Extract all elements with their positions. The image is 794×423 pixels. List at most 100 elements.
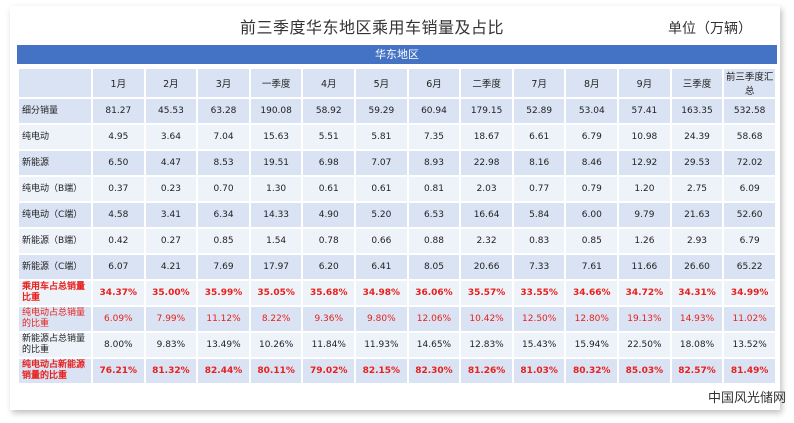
table-cell: 34.72%: [619, 281, 670, 305]
table-cell: 9.83%: [145, 333, 197, 357]
table-cell: 8.22%: [250, 307, 302, 331]
table-cell: 82.15%: [356, 359, 407, 383]
row-label: 乘用车占总销量比重: [19, 281, 91, 305]
table-cell: 81.03%: [513, 359, 565, 383]
table-cell: 29.53: [671, 151, 723, 175]
table-cell: 11.12%: [198, 307, 249, 331]
column-header: 6月: [408, 69, 460, 97]
table-cell: 8.05: [408, 255, 460, 279]
table-cell: 0.37: [93, 177, 144, 201]
table-cell: 85.03%: [619, 359, 670, 383]
table-cell: 81.26%: [461, 359, 512, 383]
table-cell: 6.09%: [93, 307, 144, 331]
column-header: 5月: [356, 69, 407, 97]
table-row: 纯电动 4.95 3.64 7.04 15.63 5.51 5.81 7.35 18.67 6.6…: [19, 125, 775, 149]
table-cell: 10.42%: [461, 307, 512, 331]
table-cell: 190.08: [250, 99, 302, 123]
table-cell: 82.57%: [671, 359, 723, 383]
table-cell: 13.52%: [724, 333, 775, 357]
column-header: 7月: [513, 69, 565, 97]
column-header: 9月: [619, 69, 670, 97]
table-cell: 179.15: [461, 99, 512, 123]
table-cell: 2.75: [671, 177, 723, 201]
table-cell: 0.85: [566, 229, 618, 253]
table-cell: 12.50%: [513, 307, 565, 331]
watermark: 中国风光储网: [708, 391, 787, 406]
table-cell: 9.80%: [356, 307, 407, 331]
table-cell: 10.98: [619, 125, 670, 149]
table-cell: 2.03: [461, 177, 512, 201]
row-label: 细分销量: [19, 99, 91, 123]
table-cell: 7.61: [566, 255, 618, 279]
column-header: 一季度: [250, 69, 302, 97]
table-cell: 0.70: [198, 177, 249, 201]
table-cell: 63.28: [198, 99, 249, 123]
row-label: 新能源（B端）: [19, 229, 91, 253]
table-cell: 1.26: [619, 229, 670, 253]
column-header: 3月: [198, 69, 249, 97]
table-cell: 14.65%: [408, 333, 460, 357]
table-cell: 21.63: [671, 203, 723, 227]
table-cell: 34.99%: [724, 281, 775, 305]
header-corner-cell: [19, 69, 91, 97]
table-cell: 14.93%: [671, 307, 723, 331]
table-cell: 80.32%: [566, 359, 618, 383]
table-cell: 35.05%: [250, 281, 302, 305]
table-cell: 8.53: [198, 151, 249, 175]
table-cell: 4.21: [145, 255, 197, 279]
table-cell: 57.41: [619, 99, 670, 123]
table-cell: 4.90: [303, 203, 355, 227]
table-cell: 12.06%: [408, 307, 460, 331]
table-cell: 6.79: [724, 229, 775, 253]
table-cell: 0.79: [566, 177, 618, 201]
table-cell: 1.30: [250, 177, 302, 201]
table-row: 新能源（C端） 6.07 4.21 7.69 17.97 6.20 6.41 8.05 20.6…: [19, 255, 775, 279]
table-row: 纯电动（B端） 0.37 0.23 0.70 1.30 0.61 0.61 0.81 2.03 0…: [19, 177, 775, 201]
column-header: 2月: [145, 69, 197, 97]
row-label: 新能源占总销量的比重: [19, 333, 91, 357]
table-cell: 0.88: [408, 229, 460, 253]
row-label: 纯电动占新能源销量的比重: [19, 359, 91, 383]
row-label: 纯电动（B端）: [19, 177, 91, 201]
table-cell: 0.27: [145, 229, 197, 253]
table-cell: 11.02%: [724, 307, 775, 331]
table-cell: 0.81: [408, 177, 460, 201]
region-header: 华东地区: [17, 45, 777, 64]
table-cell: 52.89: [513, 99, 565, 123]
table-cell: 0.61: [356, 177, 407, 201]
table-cell: 72.02: [724, 151, 775, 175]
table-cell: 9.36%: [303, 307, 355, 331]
table-cell: 1.54: [250, 229, 302, 253]
table-cell: 58.68: [724, 125, 775, 149]
table-cell: 80.11%: [250, 359, 302, 383]
table-cell: 34.31%: [671, 281, 723, 305]
table-cell: 4.47: [145, 151, 197, 175]
table-cell: 5.20: [356, 203, 407, 227]
table-row: 纯电动（C端） 4.58 3.41 6.34 14.33 4.90 5.20 6.53 16.6…: [19, 203, 775, 227]
table-cell: 20.66: [461, 255, 512, 279]
table-cell: 8.16: [513, 151, 565, 175]
table-cell: 19.51: [250, 151, 302, 175]
table-cell: 36.06%: [408, 281, 460, 305]
table-cell: 3.41: [145, 203, 197, 227]
table-row: 纯电动占新能源销量的比重 76.21% 81.32% 82.44% 80.11% 79.0…: [19, 359, 775, 383]
table-cell: 0.78: [303, 229, 355, 253]
table-cell: 59.29: [356, 99, 407, 123]
table-cell: 18.67: [461, 125, 512, 149]
table-cell: 82.30%: [408, 359, 460, 383]
table-cell: 163.35: [671, 99, 723, 123]
table-cell: 7.35: [408, 125, 460, 149]
table-cell: 6.53: [408, 203, 460, 227]
table-cell: 52.60: [724, 203, 775, 227]
table-cell: 6.34: [198, 203, 249, 227]
table-row: 新能源 6.50 4.47 8.53 19.51 6.98 7.07 8.93 22.98 8.1…: [19, 151, 775, 175]
table-cell: 11.93%: [356, 333, 407, 357]
table-cell: 6.50: [93, 151, 144, 175]
row-label: 新能源（C端）: [19, 255, 91, 279]
table-cell: 0.23: [145, 177, 197, 201]
table-cell: 26.60: [671, 255, 723, 279]
table-cell: 8.46: [566, 151, 618, 175]
table-cell: 8.93: [408, 151, 460, 175]
table-cell: 1.20: [619, 177, 670, 201]
table-cell: 6.07: [93, 255, 144, 279]
